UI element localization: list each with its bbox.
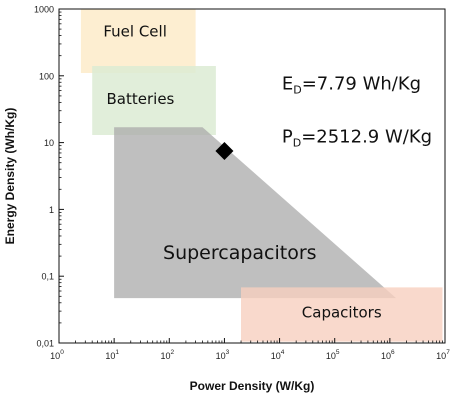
- x-tick-exp: 6: [391, 349, 395, 356]
- region-supercapacitors: [114, 127, 397, 299]
- x-tick-label: 100: [50, 349, 64, 361]
- x-tick-label: 101: [105, 349, 119, 361]
- x-tick-label: 103: [216, 349, 230, 361]
- region-label-supercapacitors: Supercapacitors: [163, 242, 317, 264]
- x-tick-base: 10: [381, 351, 391, 361]
- x-tick-label: 105: [326, 349, 340, 361]
- y-tick-label: 1000: [34, 5, 54, 15]
- region-label-capacitors: Capacitors: [302, 304, 382, 322]
- plot-frame: [58, 8, 446, 344]
- y-tick-label: 10: [44, 138, 54, 148]
- x-tick-label: 106: [381, 349, 395, 361]
- x-tick-base: 10: [436, 351, 446, 361]
- y-tick-label: 0,1: [41, 272, 54, 282]
- region-labels-layer: Fuel Cell Batteries Supercapacitors Capacit…: [103, 22, 381, 321]
- x-axis-ticks: 100 101 102 103 104 105 106 107: [50, 338, 450, 361]
- x-tick-label: 102: [160, 349, 174, 361]
- annotation-symbol: E: [282, 74, 293, 95]
- x-tick-label: 107: [436, 349, 450, 361]
- y-tick-label: 100: [39, 71, 54, 81]
- x-axis-title: Power Density (W/Kg): [190, 379, 315, 393]
- region-batteries: [92, 66, 216, 135]
- x-tick-exp: 2: [170, 349, 174, 356]
- x-tick-base: 10: [160, 351, 170, 361]
- annotation-symbol: P: [282, 127, 293, 148]
- x-tick-base: 10: [105, 351, 115, 361]
- x-tick-exp: 7: [446, 349, 450, 356]
- y-tick-label: 0,01: [36, 339, 54, 349]
- x-tick-exp: 0: [60, 349, 64, 356]
- x-tick-base: 10: [326, 351, 336, 361]
- y-axis-ticks: 1000 100 10 1 0,1 0,01: [34, 5, 64, 349]
- annotation-ed: ED=7.79 Wh/Kg: [282, 74, 421, 97]
- x-tick-exp: 4: [281, 349, 285, 356]
- x-tick-exp: 3: [226, 349, 230, 356]
- region-label-batteries: Batteries: [107, 90, 175, 108]
- annotation-value: =2512.9 W/Kg: [301, 127, 432, 148]
- annotation-value: =7.79 Wh/Kg: [302, 74, 421, 95]
- y-axis-title: Energy Density (Wh/Kg): [3, 108, 17, 245]
- x-tick-label: 104: [271, 349, 285, 361]
- annotation-subscript: D: [293, 137, 301, 150]
- x-tick-base: 10: [271, 351, 281, 361]
- x-tick-exp: 5: [336, 349, 340, 356]
- x-tick-base: 10: [50, 351, 60, 361]
- annotation-subscript: D: [293, 84, 301, 97]
- points-layer: [215, 141, 234, 160]
- region-fuel-cell: [80, 9, 196, 73]
- regions-layer: [80, 9, 443, 342]
- region-capacitors: [241, 287, 443, 342]
- x-tick-base: 10: [216, 351, 226, 361]
- data-point-diamond: [215, 141, 234, 160]
- annotation-pd: PD=2512.9 W/Kg: [282, 127, 432, 150]
- y-tick-label: 1: [49, 205, 54, 215]
- x-tick-exp: 1: [115, 349, 119, 356]
- region-label-fuel-cell: Fuel Cell: [103, 22, 167, 40]
